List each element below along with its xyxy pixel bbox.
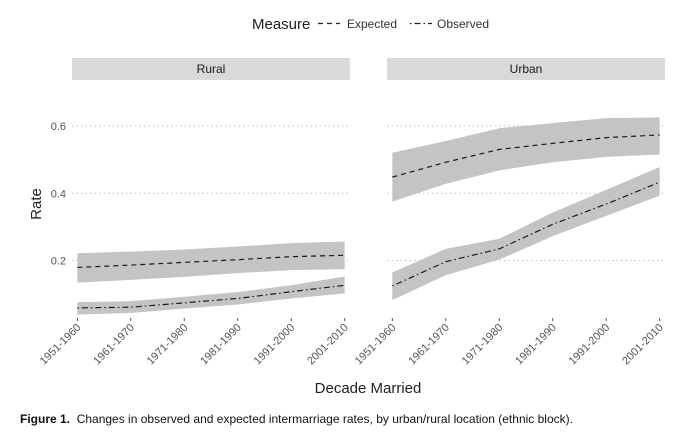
legend-label-observed: Observed: [437, 17, 489, 31]
panel-strip-label: Urban: [510, 62, 543, 76]
y-axis-title: Rate: [28, 188, 45, 220]
x-tick-label: 1971-1980: [145, 322, 191, 368]
y-tick-label: 0.4: [51, 188, 66, 200]
panel-urban: Urban 1951-1960 1961-1970 1971-1980 1981-199…: [353, 58, 666, 367]
x-tick-label: 1981-1990: [198, 322, 244, 368]
confidence-band-expected: [77, 241, 345, 283]
confidence-band-observed: [392, 166, 660, 301]
x-tick-label: 1951-1960: [353, 322, 399, 368]
panel-strip: [387, 58, 665, 80]
x-tick-label: 2001-2010: [620, 322, 666, 368]
y-tick-label: 0.6: [51, 121, 66, 133]
x-tick-label: 1951-1960: [38, 322, 84, 368]
x-tick-label: 2001-2010: [305, 322, 351, 368]
x-axis-title: Decade Married: [315, 380, 422, 397]
legend-title: Measure: [252, 16, 310, 33]
y-tick-label: 0.2: [51, 256, 66, 268]
figure-caption: Figure 1. Changes in observed and expect…: [20, 412, 573, 426]
y-axis-ticks: 0.2 0.4 0.6: [51, 121, 66, 268]
series-line-observed: [392, 181, 660, 287]
x-tick-label: 1961-1970: [91, 322, 137, 368]
legend-label-expected: Expected: [347, 17, 397, 31]
x-tick-label: 1991-2000: [567, 322, 613, 368]
series-line-expected: [392, 134, 660, 178]
legend: Measure Expected Observed: [252, 16, 489, 33]
x-tick-label: 1981-1990: [513, 322, 559, 368]
panel-strip: [72, 58, 350, 80]
panel-strip-label: Rural: [197, 62, 226, 76]
panel-rural: Rural 1951-1960 1961-1970 1971-1980 1981-199…: [38, 58, 351, 367]
x-tick-label: 1961-1970: [406, 322, 452, 368]
confidence-band-observed: [77, 276, 345, 315]
confidence-band-expected: [392, 117, 660, 202]
caption-label: Figure 1.: [20, 412, 71, 426]
caption-text: Changes in observed and expected interma…: [76, 412, 573, 426]
series-line-observed: [77, 284, 345, 309]
x-tick-label: 1991-2000: [252, 322, 298, 368]
x-tick-label: 1971-1980: [460, 322, 506, 368]
